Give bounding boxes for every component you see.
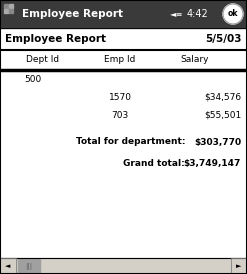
Bar [0, 258, 16, 274]
Text: $34,576: $34,576 [204, 93, 241, 101]
Bar [9, 9, 13, 13]
Text: |||: ||| [25, 262, 33, 270]
Bar [0, 258, 247, 274]
Text: Dept Id: Dept Id [26, 56, 60, 64]
Bar [0, 28, 247, 50]
Text: Emp Id: Emp Id [104, 56, 136, 64]
Text: 4:42: 4:42 [187, 9, 209, 19]
Bar [4, 4, 8, 8]
Bar [231, 258, 247, 274]
Text: 500: 500 [24, 75, 42, 84]
Bar [4, 9, 8, 13]
Text: Total for department:: Total for department: [76, 138, 185, 147]
Text: Grand total:: Grand total: [123, 159, 185, 168]
Bar [0, 258, 16, 274]
Text: 1570: 1570 [108, 93, 131, 101]
Bar [9, 4, 13, 8]
Text: Salary: Salary [181, 56, 209, 64]
Text: 703: 703 [111, 110, 129, 119]
Bar [18, 259, 40, 273]
Text: Employee Report: Employee Report [22, 9, 123, 19]
Text: ►: ► [236, 263, 242, 269]
Bar [231, 258, 247, 274]
Text: ok: ok [228, 10, 238, 19]
Text: ◄: ◄ [5, 263, 11, 269]
Text: ◄≡: ◄≡ [170, 10, 184, 19]
Circle shape [223, 4, 243, 24]
Text: $55,501: $55,501 [204, 110, 241, 119]
Text: 5/5/03: 5/5/03 [206, 34, 242, 44]
Bar [0, 0, 247, 28]
Text: $303,770: $303,770 [194, 138, 241, 147]
Text: Employee Report: Employee Report [5, 34, 106, 44]
Text: $3,749,147: $3,749,147 [184, 159, 241, 168]
